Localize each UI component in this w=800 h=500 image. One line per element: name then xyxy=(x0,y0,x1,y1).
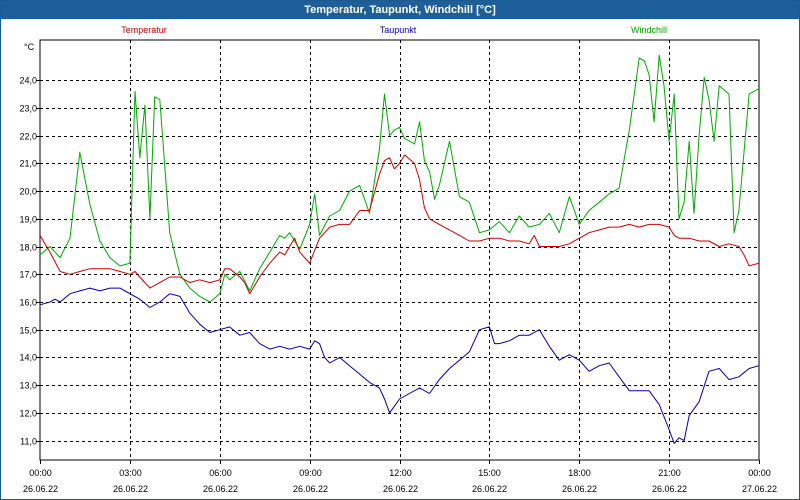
x-axis: 00:00 26.06.22 03:00 26.06.22 06:00 26.06.22 0… xyxy=(23,460,777,494)
legend-item-windchill: Windchill xyxy=(631,25,667,35)
x-tick-date-label: 27.06.22 xyxy=(742,484,777,494)
y-tick-label: 17,0 xyxy=(19,270,37,280)
x-tick-time-label: 06:00 xyxy=(209,468,232,478)
legend-item-temperatur: Temperatur xyxy=(121,25,167,35)
y-tick-label: 24,0 xyxy=(19,76,37,86)
x-tick-date-label: 26.06.22 xyxy=(652,484,687,494)
x-tick-date-label: 26.06.22 xyxy=(113,484,148,494)
x-tick-date-label: 26.06.22 xyxy=(293,484,328,494)
x-tick-time-label: 03:00 xyxy=(119,468,142,478)
x-tick-time-label: 09:00 xyxy=(299,468,322,478)
plot-area xyxy=(39,39,760,461)
x-tick-date-label: 26.06.22 xyxy=(203,484,238,494)
y-tick-label: 23,0 xyxy=(19,104,37,114)
x-tick-date-label: 26.06.22 xyxy=(562,484,597,494)
x-tick-date-label: 26.06.22 xyxy=(383,484,418,494)
x-tick-time-label: 12:00 xyxy=(389,468,412,478)
series-line-taupunkt xyxy=(39,287,760,444)
chart-title: Temperatur, Taupunkt, Windchill [°C] xyxy=(1,1,799,19)
y-tick-label: 16,0 xyxy=(19,298,37,308)
x-tick-date-label: 26.06.22 xyxy=(23,484,58,494)
series-line-temperatur xyxy=(39,154,760,295)
y-tick-label: 11,0 xyxy=(20,437,37,447)
y-tick-label: 20,0 xyxy=(19,187,37,197)
x-tick-time-label: 00:00 xyxy=(29,468,52,478)
y-tick-label: 12,0 xyxy=(19,409,37,419)
legend-item-taupunkt: Taupunkt xyxy=(380,25,417,35)
x-tick-time-label: 15:00 xyxy=(478,468,501,478)
y-axis: °C 11,0 12,0 13,0 14,0 15,0 16,0 17,0 18,0 19,0 2… xyxy=(19,42,40,447)
y-tick-label: 21,0 xyxy=(19,159,37,169)
y-tick-label: 13,0 xyxy=(19,381,37,391)
x-tick-time-label: 21:00 xyxy=(658,468,681,478)
y-tick-label: 15,0 xyxy=(19,326,37,336)
legend: Temperatur Taupunkt Windchill xyxy=(121,25,667,35)
x-tick-time-label: 18:00 xyxy=(568,468,591,478)
y-tick-label: 18,0 xyxy=(19,243,37,253)
y-tick-label: 19,0 xyxy=(19,215,37,225)
x-tick-time-label: 00:00 xyxy=(748,468,771,478)
y-axis-unit-label: °C xyxy=(24,42,35,52)
series-lines xyxy=(39,54,760,444)
gridlines xyxy=(40,40,759,460)
y-tick-label: 22,0 xyxy=(19,132,37,142)
y-tick-label: 14,0 xyxy=(19,353,37,363)
series-line-windchill xyxy=(39,54,760,303)
x-tick-date-label: 26.06.22 xyxy=(472,484,507,494)
